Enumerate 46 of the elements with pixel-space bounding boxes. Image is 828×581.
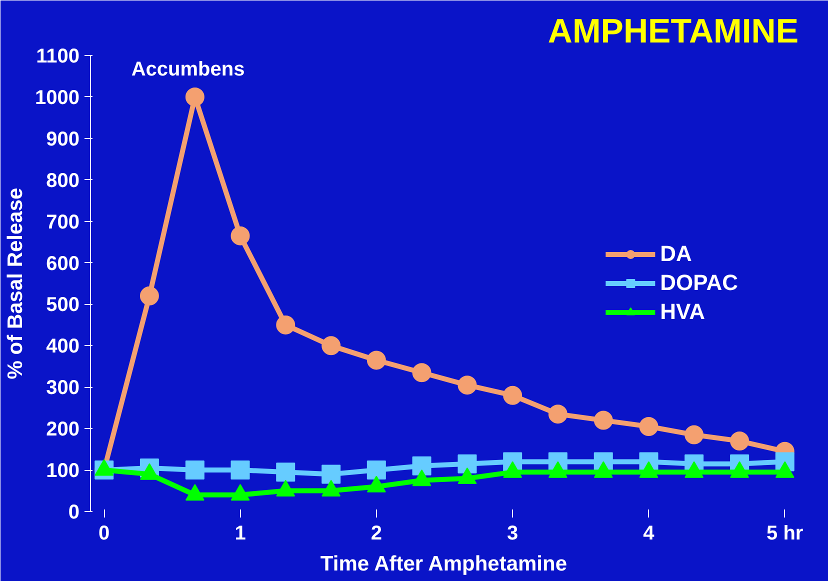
chart-title: AMPHETAMINE <box>548 12 799 50</box>
x-tick-label: 4 <box>643 522 656 544</box>
x-axis-title: Time After Amphetamine <box>320 552 568 576</box>
point <box>322 336 341 356</box>
y-tick-label: 0 <box>68 502 80 524</box>
y-tick-label: 600 <box>46 252 80 275</box>
point <box>322 464 341 484</box>
annotation: Accumbens <box>131 58 245 80</box>
point <box>230 460 250 480</box>
x-tick-label: 5 hr <box>766 522 804 544</box>
point <box>684 425 704 444</box>
point <box>639 417 658 436</box>
y-tick-label: 900 <box>46 128 80 150</box>
point <box>730 432 750 451</box>
point <box>185 87 204 106</box>
point <box>276 462 296 482</box>
y-tick-label: 1000 <box>35 86 80 109</box>
y-tick-label: 1100 <box>36 46 80 68</box>
x-tick-label: 0 <box>98 522 110 544</box>
x-tick-label: 3 <box>507 522 518 544</box>
point <box>185 460 204 480</box>
point <box>276 315 296 334</box>
legend-label: HVA <box>660 299 705 325</box>
point <box>458 454 477 474</box>
point <box>503 386 522 405</box>
y-axis-title: % of Basal Release <box>4 188 28 380</box>
x-tick-label: 1 <box>234 522 246 544</box>
x-tick-label: 2 <box>370 522 382 544</box>
y-tick-label: 300 <box>46 377 80 400</box>
y-tick-label: 400 <box>46 336 80 358</box>
legend-label: DA <box>660 241 692 267</box>
point <box>140 286 159 306</box>
point <box>412 456 432 476</box>
y-tick-label: 700 <box>46 211 80 234</box>
point <box>366 350 386 370</box>
y-tick-label: 200 <box>46 418 80 441</box>
y-tick-label: 500 <box>46 294 80 316</box>
point <box>412 363 432 382</box>
point <box>366 460 386 480</box>
point <box>458 376 477 395</box>
point <box>230 226 250 246</box>
y-tick-label: 100 <box>46 460 80 482</box>
point <box>548 404 568 424</box>
y-tick-label: 800 <box>46 170 80 192</box>
point <box>594 410 613 430</box>
legend-label: DOPAC <box>660 270 738 296</box>
